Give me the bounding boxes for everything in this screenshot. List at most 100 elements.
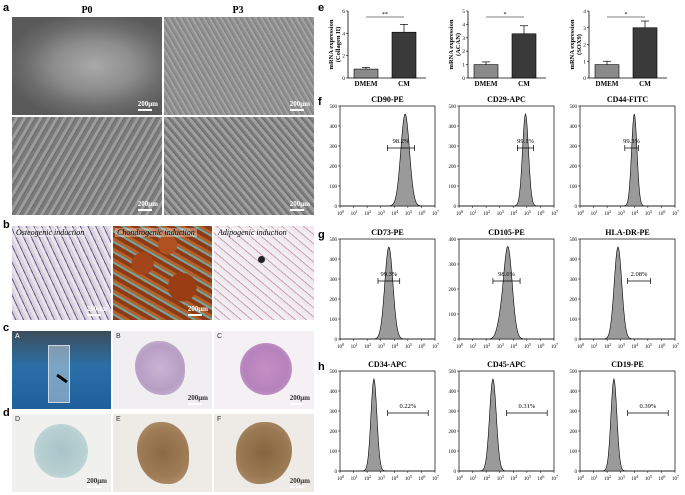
x-tick-exponent: 6: [663, 474, 665, 479]
image-letter: D: [15, 416, 21, 423]
x-tick-exponent: 2: [609, 209, 611, 214]
x-tick-label: 104: [391, 474, 398, 482]
y-tick-label: 100: [330, 450, 338, 455]
panel-label-d: d: [3, 407, 10, 419]
y-tick-label: 300: [449, 410, 457, 415]
scale-bar: 200μm: [138, 100, 158, 111]
y-tick-label: 200: [330, 165, 338, 170]
x-tick-label: 107: [432, 209, 439, 217]
histogram-title: CD105-PE: [488, 228, 524, 237]
x-tick-label: 107: [432, 474, 439, 482]
x-tick-exponent: 0: [461, 209, 463, 214]
p3-title: P3: [232, 5, 244, 16]
panel-label-f: f: [318, 96, 322, 108]
x-tick-label: 100: [337, 209, 344, 217]
y-tick-label: 0: [575, 205, 578, 210]
x-tick-exponent: 2: [369, 474, 371, 479]
x-tick-label: 101: [591, 474, 598, 482]
x-tick-label: 106: [537, 209, 544, 217]
histogram-hla-dr-pe: HLA-DR-PE0100200300400500100101102103104…: [570, 228, 680, 350]
x-tick-label: 107: [672, 209, 679, 217]
image-letter: E: [116, 416, 121, 423]
y-tick-label: 500: [330, 105, 338, 110]
y-tick-label: 100: [570, 318, 578, 323]
x-tick-exponent: 6: [542, 474, 544, 479]
scale-bar: 200μm: [188, 305, 208, 316]
alcian-blue-section: D 200μm: [12, 414, 111, 492]
histogram-cd19-pe: CD19-PE010020030040050010010110210310410…: [570, 360, 680, 482]
y-tick-label: 0: [342, 76, 345, 82]
x-tick-label: 107: [551, 474, 558, 482]
x-tick-exponent: 3: [623, 209, 625, 214]
x-tick-exponent: 1: [596, 474, 598, 479]
x-tick-exponent: 4: [636, 474, 638, 479]
x-tick-exponent: 0: [461, 474, 463, 479]
y-tick-label: 100: [449, 313, 457, 318]
scale-bar: 200μm: [138, 200, 158, 211]
y-tick-label: 0: [575, 470, 578, 475]
panel-label-a: a: [3, 2, 10, 14]
x-tick-exponent: 3: [502, 209, 504, 214]
x-tick-exponent: 6: [663, 209, 665, 214]
histogram-curve: [459, 378, 554, 472]
bar-dmem: [594, 64, 620, 79]
gate-percentage: 0.31%: [518, 403, 535, 410]
x-tick-exponent: 5: [410, 474, 412, 479]
plot-frame: [458, 105, 555, 207]
x-tick-exponent: 5: [529, 209, 531, 214]
x-tick-exponent: 0: [582, 209, 584, 214]
x-tick-label: 100: [456, 474, 463, 482]
tissue-section: [137, 422, 189, 484]
gate-percentage: 0.39%: [639, 403, 656, 410]
p3-high-mag-image: 200μm: [164, 117, 314, 215]
x-tick-exponent: 7: [677, 342, 679, 347]
y-tick-label: 100: [570, 185, 578, 190]
x-tick-exponent: 1: [356, 342, 358, 347]
x-tick-label: 101: [591, 209, 598, 217]
osteogenic-label: Osteogenic induction: [14, 228, 87, 237]
histogram-curve: [340, 377, 435, 472]
x-tick-label: 102: [364, 209, 371, 217]
x-tick-exponent: 5: [410, 209, 412, 214]
y-tick-label: 100: [449, 185, 457, 190]
x-tick-label: 100: [337, 474, 344, 482]
x-tick-exponent: 4: [515, 474, 517, 479]
y-tick-label: 400: [330, 258, 338, 263]
x-tick-label: 106: [418, 342, 425, 350]
y-tick-label: 200: [570, 430, 578, 435]
x-tick-label: 103: [497, 342, 504, 350]
y-tick-label: 0: [454, 470, 457, 475]
y-axis-label-line: mRNA expression: [569, 19, 576, 69]
x-tick-exponent: 7: [556, 342, 558, 347]
x-tick-exponent: 5: [650, 342, 652, 347]
x-tick-label: 104: [510, 342, 517, 350]
x-tick-label: 100: [577, 474, 584, 482]
p0-low-mag-image: 200μm: [12, 17, 162, 115]
he-stain-section: B 200μm: [113, 331, 212, 409]
y-tick-label: 400: [449, 390, 457, 395]
x-tick-exponent: 3: [502, 342, 504, 347]
plot-frame: [339, 370, 436, 472]
x-tick-exponent: 7: [437, 474, 439, 479]
x-tick-exponent: 0: [342, 209, 344, 214]
x-tick-exponent: 7: [677, 474, 679, 479]
x-tick-label: 102: [364, 342, 371, 350]
x-tick-exponent: 3: [383, 209, 385, 214]
category-label: CM: [518, 80, 530, 88]
y-tick-label: 300: [330, 145, 338, 150]
y-tick-label: 200: [330, 298, 338, 303]
category-label: CM: [639, 80, 651, 88]
x-tick-exponent: 6: [542, 342, 544, 347]
collagen-ii-ihc-section: E: [113, 414, 212, 492]
y-axis-label-line: mRNA expression: [448, 19, 455, 69]
x-tick-exponent: 5: [410, 342, 412, 347]
x-tick-exponent: 7: [437, 209, 439, 214]
y-axis-label: mRNA expression(ACAN): [448, 19, 462, 69]
x-tick-label: 101: [470, 342, 477, 350]
y-tick-label: 300: [570, 145, 578, 150]
x-tick-label: 103: [497, 209, 504, 217]
y-tick-label: 6: [342, 9, 345, 15]
x-tick-label: 102: [604, 474, 611, 482]
